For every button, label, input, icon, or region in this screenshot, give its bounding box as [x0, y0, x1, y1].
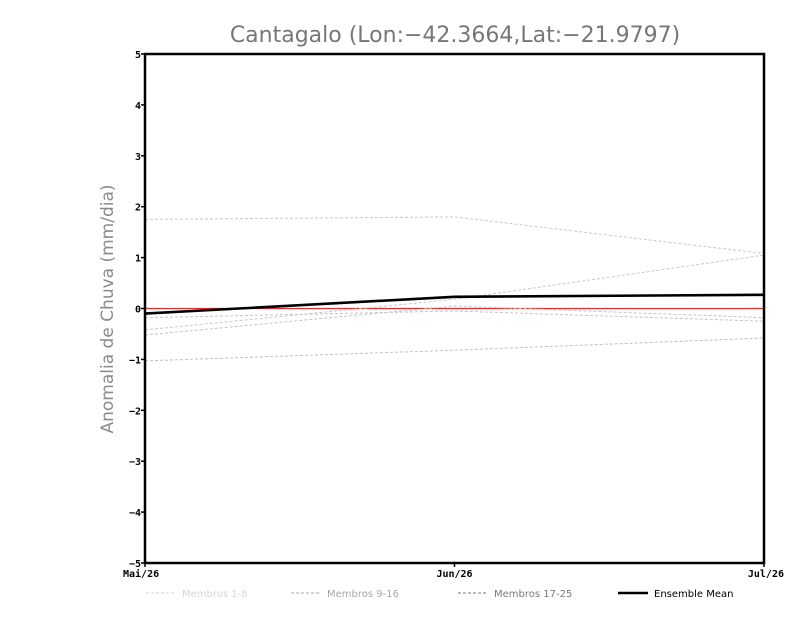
- y-tick-label: −2: [129, 406, 141, 417]
- legend: Membros 1-8 Membros 9-16 Membros 17-25 Ense…: [146, 589, 733, 600]
- x-tick-label: Jun/26: [436, 569, 472, 580]
- plot-area: [144, 216, 765, 362]
- member-line-2: [144, 254, 765, 331]
- y-tick-label: −3: [129, 457, 141, 468]
- legend-label: Ensemble Mean: [654, 589, 733, 600]
- member-line-3: [144, 305, 765, 336]
- member-line-5: [144, 337, 765, 362]
- y-tick-label: 4: [135, 101, 141, 112]
- y-tick-label: −5: [129, 559, 141, 570]
- x-tick-label: Jul/26: [748, 569, 784, 580]
- legend-label: Membros 17-25: [494, 589, 572, 600]
- legend-label: Membros 1-8: [182, 589, 248, 600]
- y-tick-label: 1: [135, 254, 141, 265]
- member-line-1: [144, 216, 765, 254]
- y-axis-label: Anomalia de Chuva (mm/dia): [98, 184, 118, 433]
- legend-label: Membros 9-16: [327, 589, 399, 600]
- ensemble-mean-line: [144, 293, 765, 315]
- chart-title: Cantagalo (Lon:−42.3664,Lat:−21.9797): [230, 23, 680, 48]
- x-tick-label: Mai/26: [123, 568, 159, 580]
- y-tick-label: 2: [135, 203, 141, 214]
- y-tick-label: 0: [135, 305, 141, 316]
- y-tick-label: 3: [135, 152, 141, 163]
- y-tick-label: 5: [135, 50, 141, 61]
- y-tick-label: −1: [129, 355, 141, 366]
- member-line-4: [144, 310, 765, 322]
- y-tick-label: −4: [129, 508, 141, 519]
